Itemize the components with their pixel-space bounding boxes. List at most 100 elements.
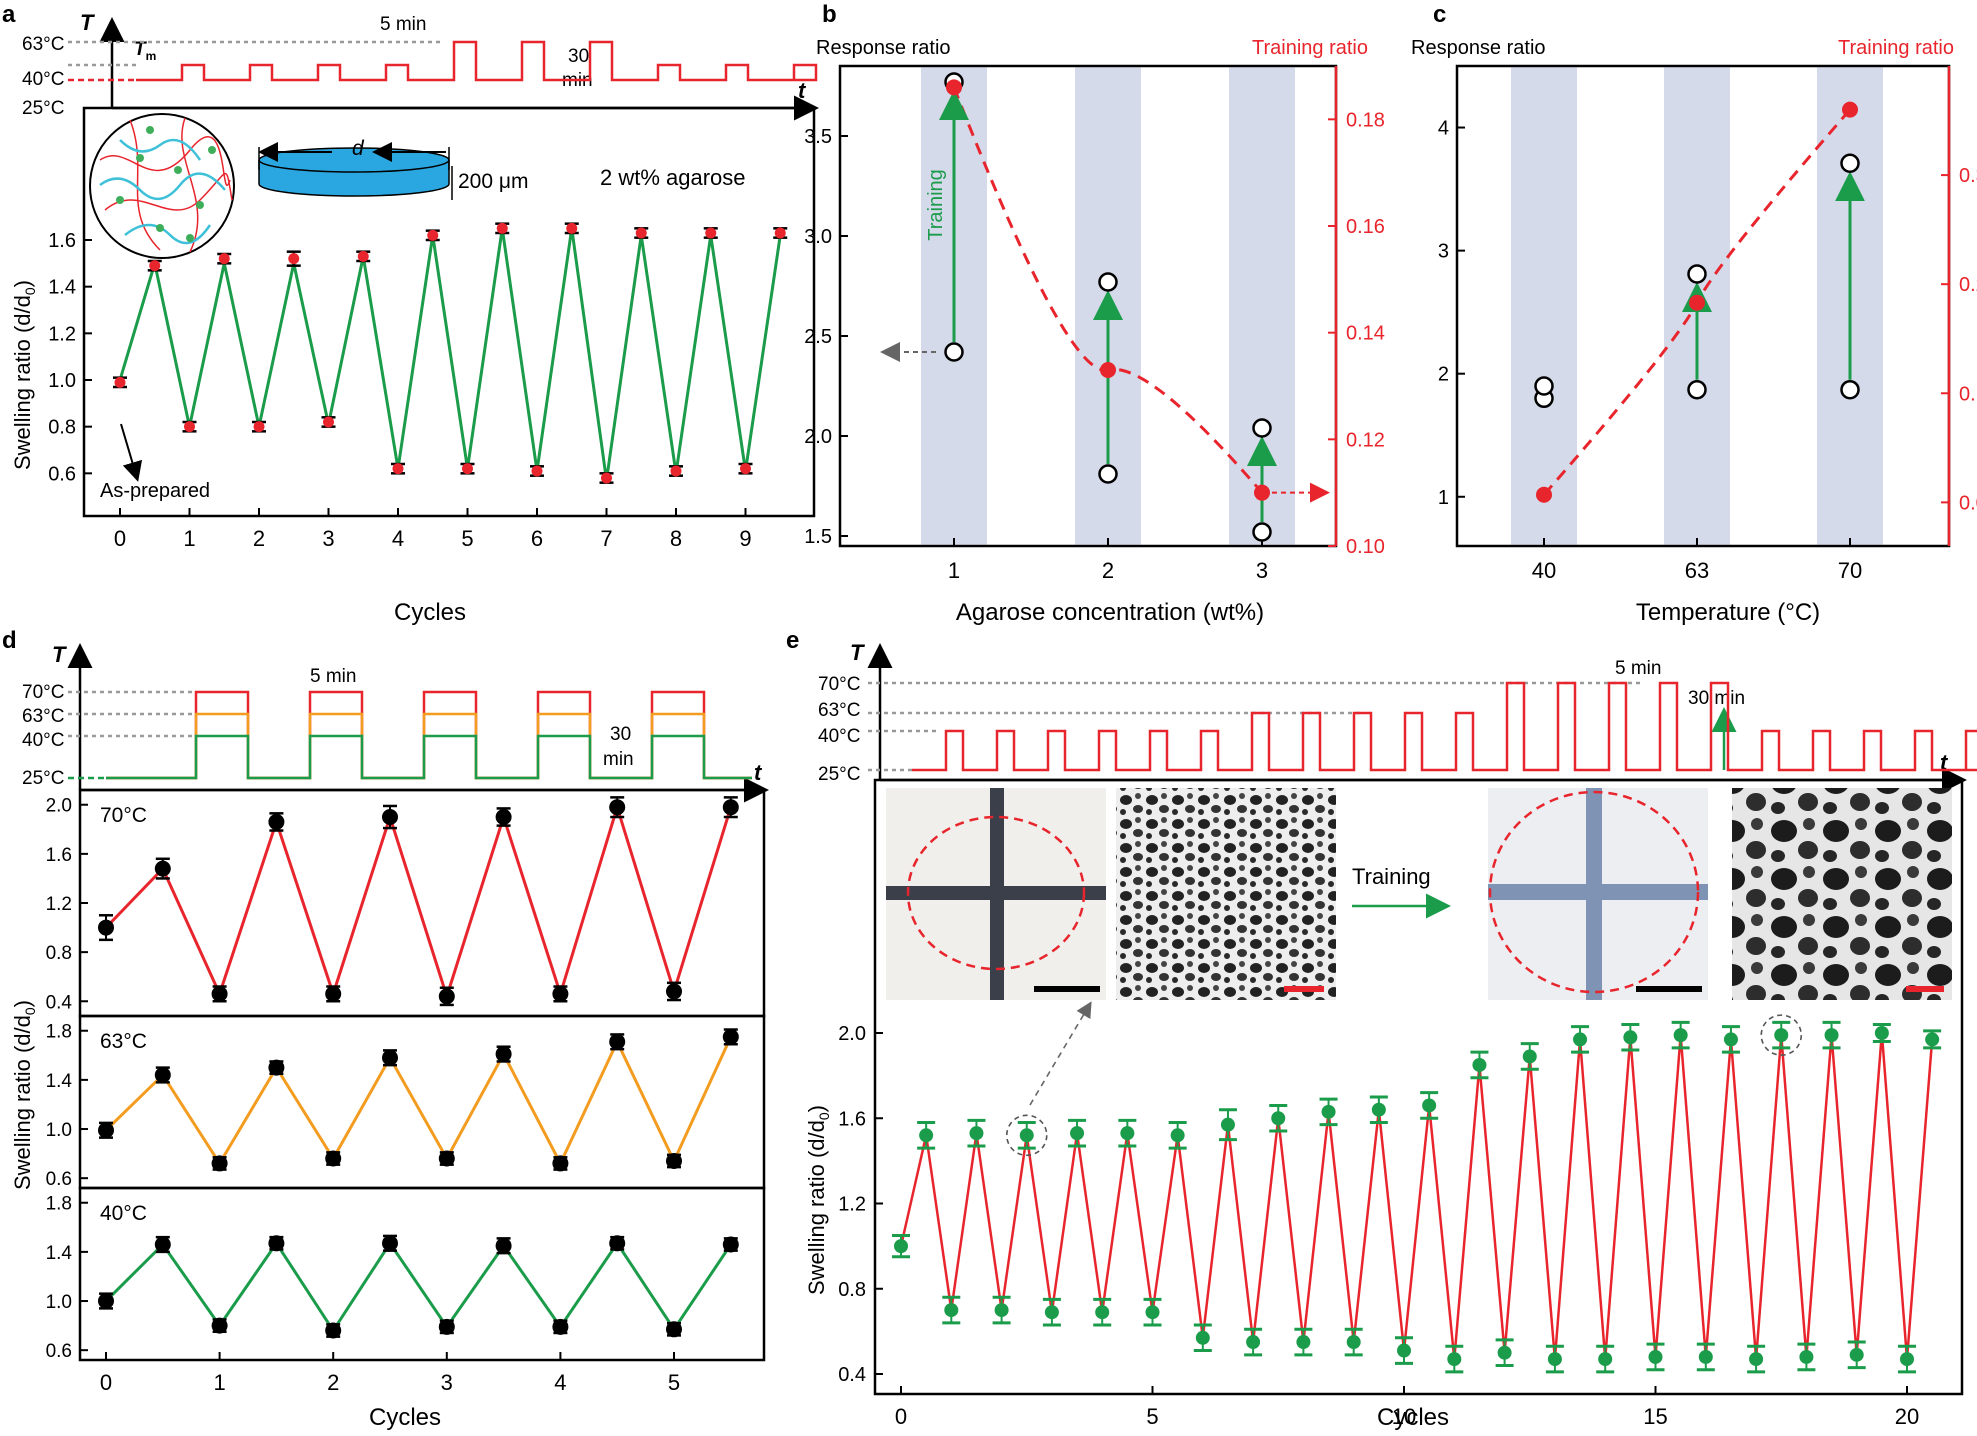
a-rest-label-1: 30 [568,46,589,67]
e-data-point [1799,1349,1814,1364]
d-ytick-label: 1.0 [46,1292,72,1313]
b-chart-response-before [944,342,964,362]
e-ytick-label: 0.8 [838,1279,866,1301]
a-ytick-label: 1.6 [48,230,76,252]
d-data-point [211,985,228,1002]
c-chart-ytick-left-label: 4 [1438,118,1449,140]
a-data-point [740,463,751,475]
e-ytick-label: 1.2 [838,1194,866,1216]
d-ytick-label: 1.6 [46,845,72,866]
d-data-point [552,1155,569,1172]
e-data-point [1195,1330,1210,1345]
a-network-schematic [89,113,235,259]
b-chart-ytick-left-label: 1.5 [804,526,832,548]
d-data-point [382,1235,398,1252]
b-chart-ytick-right-label: 0.18 [1346,109,1385,131]
c-chart-ytick-right-label: 0.0 [1959,492,1977,514]
d-data-point [609,1235,626,1252]
e-temp-label-63: 63°C [818,700,860,721]
d-ytick-label: 1.0 [46,1120,72,1141]
a-tm-label: Tm [134,39,156,63]
d-ytick-label: 1.4 [46,1243,73,1264]
e-temp-label-25: 25°C [818,764,860,785]
d-subplot-frame [78,788,766,1018]
panel-label-d: d [2,627,17,654]
d-data-point [268,813,285,830]
e-protocol-trace [868,681,1977,772]
a-data-point [392,463,404,475]
a-thickness-label: 200 μm [458,170,528,193]
c-chart-training-point [1536,486,1552,503]
e-photo-after [1488,788,1708,1000]
b-chart-ytick-left-label: 3.0 [804,226,832,248]
d-data-point [325,985,342,1002]
d-series-label: 63°C [100,1030,147,1053]
d-data-point [154,1066,171,1083]
e-data-point [1346,1335,1361,1350]
e-temp-label-40: 40°C [818,726,860,747]
a-concentration-label: 2 wt% agarose [600,165,746,190]
c-chart-ytick-left-label: 2 [1438,364,1449,386]
e-xtick-label: 0 [895,1404,907,1429]
a-data-point [357,250,369,262]
panel-label-e: e [786,627,799,654]
a-protocol-y-label: T [80,10,95,35]
d-hold-label: 5 min [310,666,356,687]
e-ylabel-main: Swelling ratio (d/d [804,1120,829,1295]
c-chart-category-band [1511,67,1577,545]
a-xtick-label: 7 [600,526,612,551]
e-data-point [1874,1026,1889,1040]
d-ytick-label: 1.8 [46,1194,72,1215]
c-chart-training-point [1689,294,1705,311]
b-chart-response-after [1098,272,1118,292]
a-data-point [149,260,161,272]
d-data-point [325,1150,342,1167]
e-data-point [1547,1352,1562,1367]
e-data-point [1472,1057,1487,1072]
d-temp-label-70: 70°C [22,682,64,703]
panel-label-a: a [2,1,16,28]
d-data-point [495,1046,512,1063]
a-xtick-label: 4 [392,526,404,551]
e-hold-label: 5 min [1615,658,1661,679]
e-data-point [1849,1347,1864,1362]
e-chart-marks: 0.4 0.8 1.2 1.6 2.0 0 5 10 15 20 [838,1014,1942,1429]
b-chart-marks: 1 2 3 1.5 2.0 2.5 3.0 3.5 0.10 0.12 0.14 0.16 0.18 Tr… [804,64,1385,583]
e-data-point [1145,1305,1160,1320]
d-ytick-label: 0.6 [46,1169,72,1190]
d-ytick-label: 0.6 [46,1341,72,1362]
e-highlight-circle [1760,1014,1803,1056]
d-ytick-label: 1.4 [46,1071,73,1092]
a-ylabel-main: Swelling ratio (d/d [10,295,35,470]
b-chart-training-point [1254,484,1270,501]
a-data-point [462,463,473,475]
d-xtick-label: 1 [213,1370,225,1395]
e-data-point [894,1239,908,1254]
a-data-point [670,465,682,477]
d-data-point [495,809,512,826]
b-chart-ytick-left-label: 2.5 [804,326,832,348]
panel-b: b Response ratio Training ratio 1 2 3 1.5 2.… [804,1,1385,626]
e-data-point [1019,1128,1034,1143]
b-chart-training-point [946,79,962,96]
d-temp-label-40: 40°C [22,730,64,751]
c-right-axis-title: Training ratio [1838,37,1954,59]
c-chart-response-after [1840,153,1860,173]
a-data-point [253,421,265,433]
d-subplot-frame [78,1014,766,1190]
a-xtick-label: 1 [183,526,195,551]
c-chart-xtick-label: 63 [1685,558,1709,583]
e-photo-before [886,788,1106,1000]
e-callout-arrow [1029,1001,1092,1106]
c-chart-xtick-label: 40 [1532,558,1556,583]
a-disc-schematic: d 200 μm [258,137,528,200]
d-ylabel-main: Swelling ratio (d/d [10,1015,35,1190]
d-series-label: 40°C [100,1202,147,1225]
d-data-point [382,1049,398,1066]
b-chart-training-point [1100,362,1116,378]
d-xtick-label: 4 [554,1370,566,1395]
a-plot-frame [82,106,816,518]
b-chart-ytick-right-label: 0.12 [1346,429,1385,451]
b-chart-xtick-label: 2 [1102,558,1114,583]
b-chart-xtick-label: 3 [1256,558,1268,583]
